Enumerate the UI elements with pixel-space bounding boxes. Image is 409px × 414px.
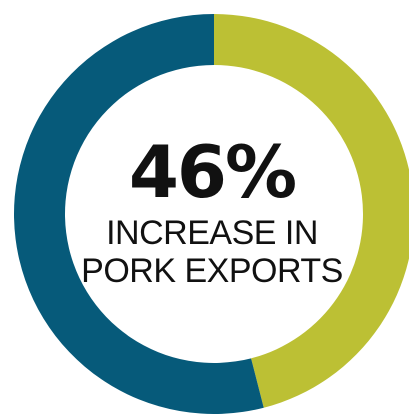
center-caption-line-1: INCREASE IN	[106, 214, 318, 252]
donut-slice-2	[14, 14, 264, 414]
center-caption-line-2: PORK EXPORTS	[81, 252, 343, 290]
donut-slice-1	[214, 14, 409, 408]
center-percentage: 46%	[128, 130, 297, 214]
